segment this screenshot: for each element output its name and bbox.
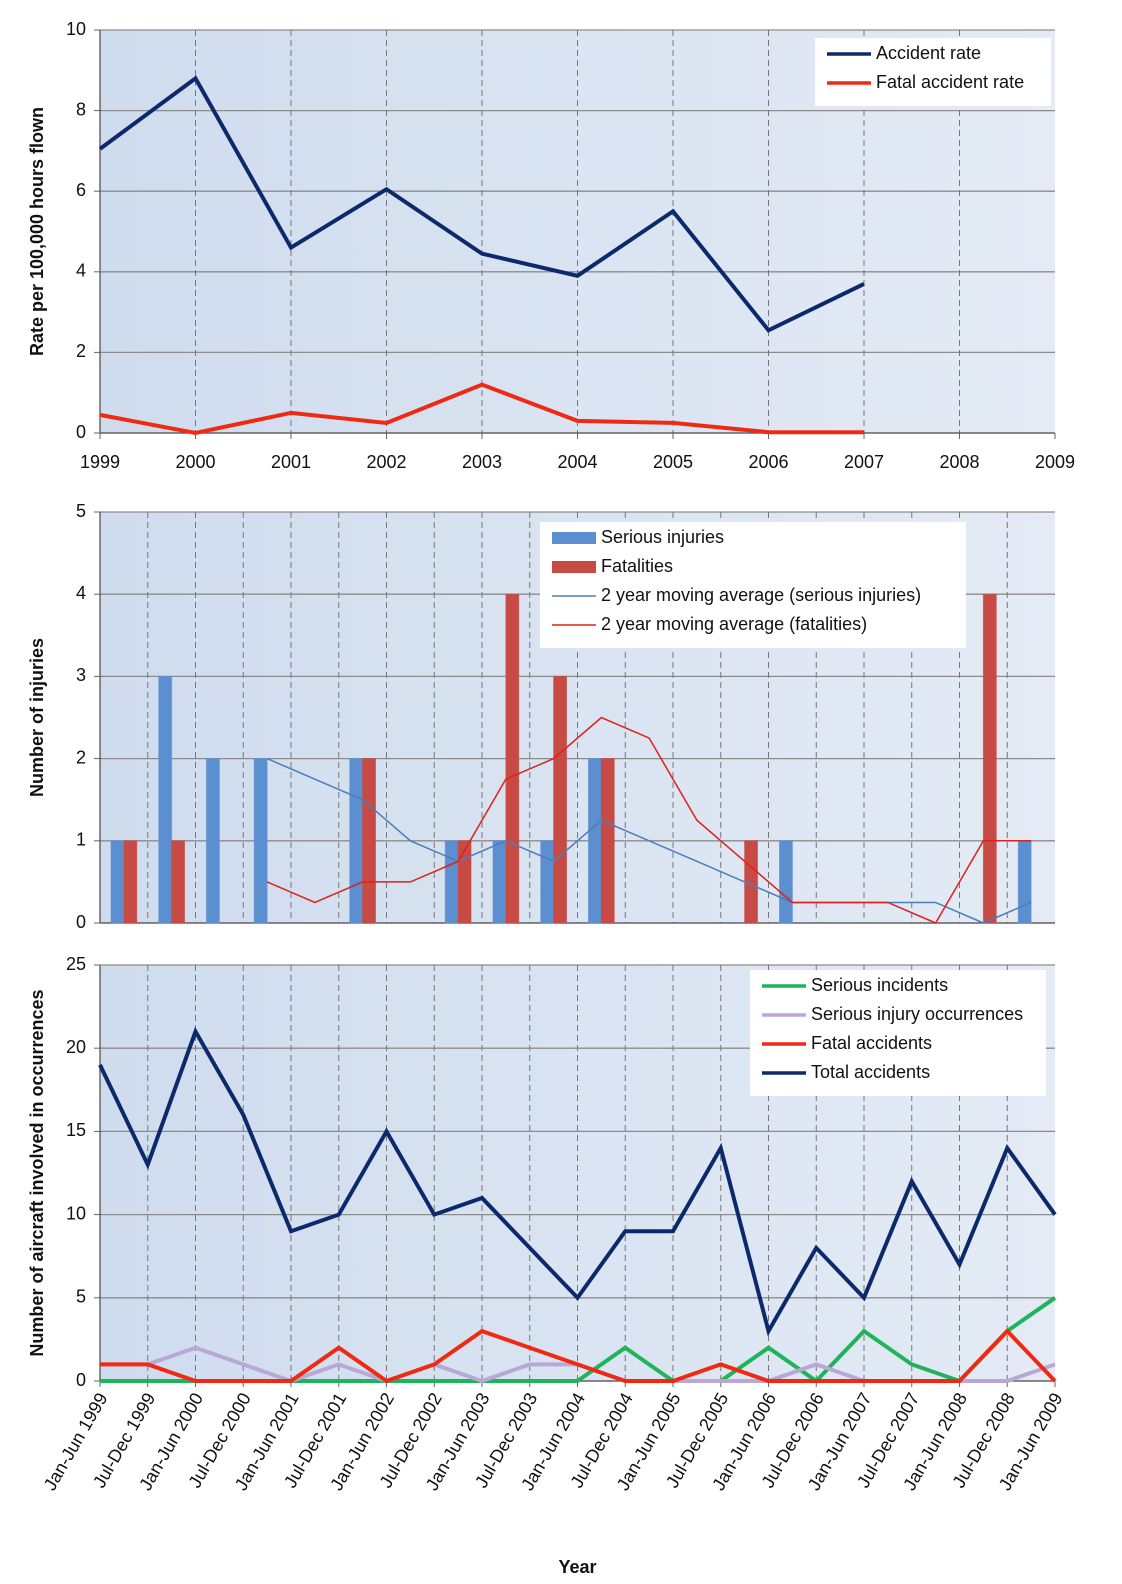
bar bbox=[158, 675, 173, 924]
y-tick-label: 0 bbox=[76, 912, 86, 932]
legend-label: Fatal accidents bbox=[811, 1033, 932, 1053]
bar bbox=[457, 840, 472, 924]
legend-box bbox=[750, 970, 1046, 1096]
series-line bbox=[98, 75, 865, 333]
y-tick-label: 10 bbox=[66, 1203, 86, 1223]
y-tick-label: 5 bbox=[76, 1287, 86, 1307]
x-axis-label: Year bbox=[558, 1557, 596, 1577]
bar bbox=[123, 840, 138, 924]
y-tick-label: 5 bbox=[76, 501, 86, 521]
bar bbox=[744, 840, 759, 924]
bar bbox=[982, 593, 997, 924]
bar bbox=[587, 758, 602, 924]
x-tick-label: 2001 bbox=[271, 452, 311, 472]
bar bbox=[540, 840, 555, 924]
series-line bbox=[98, 1026, 1057, 1337]
y-tick-label: 3 bbox=[76, 665, 86, 685]
y-tick-label: 2 bbox=[76, 341, 86, 361]
y-tick-label: 8 bbox=[76, 99, 86, 119]
legend-swatch bbox=[552, 532, 596, 544]
legend-label: Fatal accident rate bbox=[876, 72, 1024, 92]
legend-label: Fatalities bbox=[601, 556, 673, 576]
bar bbox=[362, 758, 377, 924]
y-tick-label: 20 bbox=[66, 1037, 86, 1057]
legend-swatch bbox=[552, 561, 596, 573]
x-tick-label: 2006 bbox=[748, 452, 788, 472]
legend-label: 2 year moving average (fatalities) bbox=[601, 614, 867, 634]
x-tick-label: 2009 bbox=[1035, 452, 1075, 472]
x-tick-label: 1999 bbox=[80, 452, 120, 472]
legend-box bbox=[815, 38, 1051, 106]
y-axis-label: Number of aircraft involved in occurrenc… bbox=[27, 989, 47, 1356]
legend-box bbox=[540, 522, 966, 648]
bar bbox=[600, 758, 615, 924]
x-tick-label: 2008 bbox=[939, 452, 979, 472]
y-tick-label: 10 bbox=[66, 19, 86, 39]
y-tick-label: 4 bbox=[76, 583, 86, 603]
y-tick-label: 6 bbox=[76, 180, 86, 200]
bar bbox=[492, 840, 507, 924]
x-tick-label: 2003 bbox=[462, 452, 502, 472]
y-tick-label: 0 bbox=[76, 422, 86, 442]
y-axis-label: Number of injuries bbox=[27, 638, 47, 797]
legend-label: 2 year moving average (serious injuries) bbox=[601, 585, 921, 605]
series-line bbox=[100, 1328, 1057, 1384]
y-tick-label: 0 bbox=[76, 1370, 86, 1390]
legend-label: Serious incidents bbox=[811, 975, 948, 995]
bar bbox=[171, 840, 186, 924]
y-tick-label: 1 bbox=[76, 830, 86, 850]
series-line bbox=[266, 716, 1032, 924]
bar bbox=[778, 840, 793, 924]
bar bbox=[349, 758, 364, 924]
y-axis-label: Rate per 100,000 hours flown bbox=[27, 107, 47, 356]
series-line bbox=[266, 757, 1032, 924]
legend-label: Serious injuries bbox=[601, 527, 724, 547]
x-tick-label: 2002 bbox=[366, 452, 406, 472]
x-tick-label: 2005 bbox=[653, 452, 693, 472]
bar bbox=[205, 758, 220, 924]
bar bbox=[444, 840, 459, 924]
bar bbox=[1017, 840, 1032, 924]
bar bbox=[553, 675, 568, 924]
bar bbox=[110, 840, 125, 924]
y-tick-label: 15 bbox=[66, 1120, 86, 1140]
y-tick-label: 25 bbox=[66, 954, 86, 974]
bar bbox=[505, 593, 520, 924]
y-tick-label: 2 bbox=[76, 747, 86, 767]
y-tick-label: 4 bbox=[76, 261, 86, 281]
series-line bbox=[99, 382, 864, 436]
x-tick-label: 2000 bbox=[175, 452, 215, 472]
x-tick-label: 2004 bbox=[557, 452, 597, 472]
legend-label: Serious injury occurrences bbox=[811, 1004, 1023, 1024]
legend-label: Accident rate bbox=[876, 43, 981, 63]
bar bbox=[253, 758, 268, 924]
legend-label: Total accidents bbox=[811, 1062, 930, 1082]
x-tick-label: 2007 bbox=[844, 452, 884, 472]
